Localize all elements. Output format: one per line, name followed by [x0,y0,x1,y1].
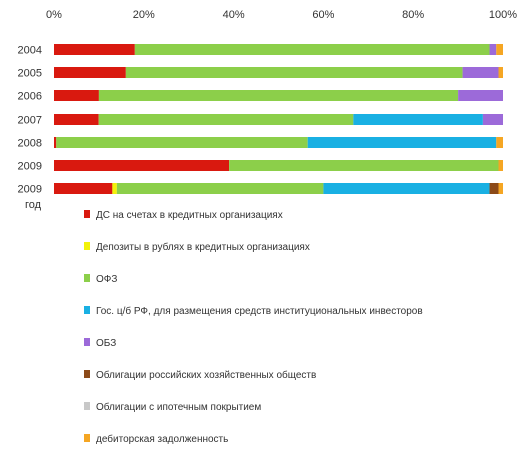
bar-segment [54,114,99,125]
x-tick-label: 60% [312,9,334,21]
bar-segment [98,114,354,125]
bar-segment [116,183,324,194]
legend-swatch [84,402,90,410]
legend-swatch [84,338,90,346]
bar-segment [54,90,99,101]
bar-segment [229,160,499,171]
y-category-label: 2007 [18,115,42,127]
bar-segment [125,67,463,78]
legend-label: Облигации российских хозяйственных общес… [96,369,316,381]
y-category-label: 2009 [18,161,42,173]
bar-segment [134,44,490,55]
legend-swatch [84,434,90,442]
legend-label: дебиторская задолженность [96,433,228,445]
bar-segment [54,44,135,55]
bar-segment [323,183,490,194]
x-tick-label: 80% [402,9,424,21]
y-category-label: 2009 [18,184,42,196]
bar-segment [54,67,126,78]
x-tick-label: 100% [489,9,517,21]
legend-label: ДС на счетах в кредитных организациях [96,210,283,221]
legend-label: ОФЗ [96,274,117,285]
legend-label: Депозиты в рублях в кредитных организаци… [96,241,310,253]
legend-swatch [84,242,90,250]
bar-segment [498,67,503,78]
y-category-label: 2008 [18,138,42,150]
bar-segment [353,114,483,125]
bar-segment [98,90,459,101]
bar-segment [482,114,503,125]
x-axis-ticks: 0% 20% 40% 60% 80% 100% [46,9,517,21]
y-category-label: 2004 [18,45,42,57]
bar-segment [489,44,497,55]
y-category-note: год [25,199,42,211]
bar-segment [496,137,503,148]
legend-label: ОБЗ [96,338,116,349]
y-category-label: 2006 [18,91,42,103]
x-tick-label: 0% [46,9,62,21]
y-category-label: 2005 [18,68,42,80]
bar-segment [462,67,499,78]
bar-segment [56,137,308,148]
legend-swatch [84,306,90,314]
bar-segment [489,183,499,194]
legend-label: Облигации с ипотечным покрытием [96,401,261,413]
bar-segment [112,183,117,194]
bar-segment [54,160,230,171]
bar-segment [498,160,503,171]
bar-segment [54,137,57,148]
bar-segment [498,183,503,194]
bar-segment [496,44,503,55]
bar-segment [307,137,497,148]
legend-swatch [84,370,90,378]
bar-segment [458,90,503,101]
legend-swatch [84,274,90,282]
legend-swatch [84,210,90,218]
legend: ДС на счетах в кредитных организациях Деп… [84,210,423,445]
x-tick-label: 20% [133,9,155,21]
y-axis-labels: 2004 2005 2006 2007 2008 2009 2009 год [18,45,42,212]
x-tick-label: 40% [223,9,245,21]
legend-label: Гос. ц/б РФ, для размещения средств инст… [96,305,423,317]
bars [54,44,503,194]
bar-segment [54,183,113,194]
